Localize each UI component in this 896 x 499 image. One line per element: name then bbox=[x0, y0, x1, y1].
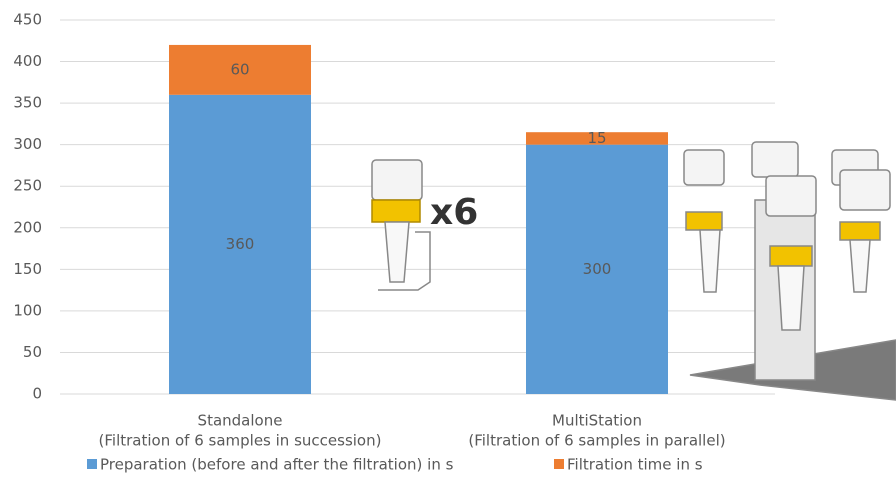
y-tick-label: 50 bbox=[23, 343, 42, 361]
data-label: 360 bbox=[226, 235, 255, 253]
legend-label: Filtration time in s bbox=[567, 456, 703, 474]
annotation: x6 bbox=[430, 192, 478, 233]
x-tick-sublabel: (Filtration of 6 samples in succession) bbox=[99, 432, 382, 450]
x-tick-label: MultiStation bbox=[552, 412, 642, 430]
bar-segment bbox=[169, 44, 311, 95]
legend-label: Preparation (before and after the filtra… bbox=[100, 456, 454, 474]
data-label: 15 bbox=[587, 129, 606, 147]
y-tick-label: 150 bbox=[13, 260, 42, 278]
data-label: 60 bbox=[230, 60, 249, 78]
bar-segment bbox=[526, 144, 668, 394]
single-filter-illustration bbox=[371, 159, 431, 291]
y-tick-label: 450 bbox=[13, 11, 42, 29]
data-label: 300 bbox=[583, 260, 612, 278]
legend-swatch bbox=[554, 459, 564, 469]
y-tick-label: 300 bbox=[13, 135, 42, 153]
x-tick-sublabel: (Filtration of 6 samples in parallel) bbox=[468, 432, 725, 450]
y-tick-label: 400 bbox=[13, 52, 42, 70]
x-tick-label: Standalone bbox=[198, 412, 283, 430]
legend-swatch bbox=[87, 459, 97, 469]
bar-segment bbox=[526, 132, 668, 145]
y-tick-label: 200 bbox=[13, 218, 42, 236]
y-tick-label: 0 bbox=[32, 385, 42, 403]
y-tick-label: 350 bbox=[13, 94, 42, 112]
y-tick-label: 100 bbox=[13, 301, 42, 319]
bar-segment bbox=[169, 94, 311, 395]
multistation-illustration bbox=[683, 141, 896, 401]
y-tick-label: 250 bbox=[13, 177, 42, 195]
